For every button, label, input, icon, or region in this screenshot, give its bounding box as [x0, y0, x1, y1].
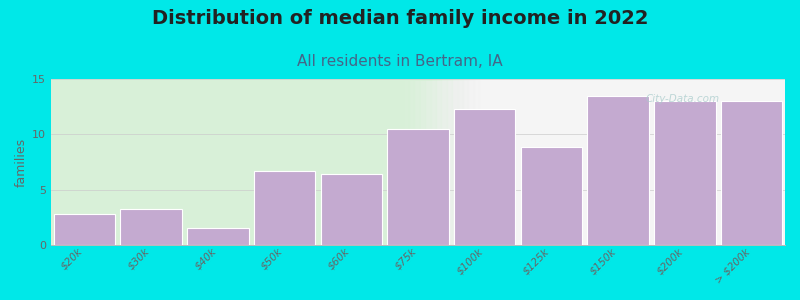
Bar [57, 79, 106, 245]
Bar [59, 79, 295, 245]
Bar [61, 79, 398, 245]
Bar [61, 79, 409, 245]
Bar [59, 79, 278, 245]
Bar [58, 79, 225, 245]
Bar [121, 208, 182, 245]
Bar [387, 129, 449, 245]
Bar [62, 79, 442, 245]
Bar [60, 79, 338, 245]
Bar [59, 79, 262, 245]
Bar [321, 174, 382, 245]
Bar [62, 79, 458, 245]
Bar [57, 79, 67, 245]
Bar [54, 214, 115, 245]
Bar [58, 79, 176, 245]
Bar [58, 79, 198, 245]
Bar [58, 79, 154, 245]
Bar [60, 79, 317, 245]
Bar [62, 79, 446, 245]
Bar [521, 146, 582, 245]
Bar [721, 101, 782, 245]
Bar [58, 79, 192, 245]
Bar [59, 79, 241, 245]
Bar [62, 79, 479, 245]
Bar [60, 79, 366, 245]
Bar [62, 79, 469, 245]
Bar [61, 79, 371, 245]
Bar [58, 79, 132, 245]
Bar [61, 79, 393, 245]
Bar [58, 79, 230, 245]
Bar [57, 79, 73, 245]
Bar [187, 229, 249, 245]
Bar [60, 79, 333, 245]
Bar [61, 79, 425, 245]
Bar [59, 79, 274, 245]
Bar [57, 79, 78, 245]
Bar [58, 79, 181, 245]
Bar [254, 171, 315, 245]
Bar [59, 79, 252, 245]
Bar [57, 79, 89, 245]
Bar [61, 79, 382, 245]
Bar [58, 79, 138, 245]
Bar [58, 79, 170, 245]
Bar [58, 79, 208, 245]
Bar [587, 96, 649, 245]
Text: City-Data.com: City-Data.com [646, 94, 720, 104]
Bar [60, 79, 360, 245]
Bar [61, 79, 403, 245]
Bar [62, 79, 452, 245]
Bar [57, 79, 110, 245]
Bar [58, 79, 219, 245]
Bar [59, 79, 290, 245]
Bar [62, 79, 463, 245]
Bar [58, 79, 235, 245]
Text: Distribution of median family income in 2022: Distribution of median family income in … [152, 9, 648, 28]
Bar [57, 79, 94, 245]
Bar [59, 79, 246, 245]
Bar [61, 79, 430, 245]
Bar [654, 101, 716, 245]
Bar [61, 79, 387, 245]
Y-axis label: families: families [15, 137, 28, 187]
Bar [60, 79, 322, 245]
Bar [60, 79, 327, 245]
Text: All residents in Bertram, IA: All residents in Bertram, IA [297, 54, 503, 69]
Bar [62, 79, 474, 245]
Bar [62, 79, 436, 245]
Bar [59, 79, 257, 245]
Bar [59, 79, 284, 245]
Bar [454, 109, 515, 245]
Bar [58, 79, 122, 245]
Bar [60, 79, 306, 245]
Bar [61, 79, 414, 245]
Bar [51, 79, 57, 245]
Bar [58, 79, 116, 245]
Bar [58, 79, 143, 245]
Bar [59, 79, 301, 245]
Bar [58, 79, 159, 245]
Bar [60, 79, 311, 245]
Bar [57, 79, 100, 245]
Bar [57, 79, 83, 245]
Bar [60, 79, 344, 245]
Bar [60, 79, 350, 245]
Bar [58, 79, 186, 245]
Bar [60, 79, 354, 245]
Bar [58, 79, 149, 245]
Bar [61, 79, 420, 245]
Bar [58, 79, 127, 245]
Bar [58, 79, 203, 245]
Bar [58, 79, 165, 245]
Bar [59, 79, 268, 245]
Bar [57, 79, 62, 245]
Bar [61, 79, 376, 245]
Bar [58, 79, 214, 245]
